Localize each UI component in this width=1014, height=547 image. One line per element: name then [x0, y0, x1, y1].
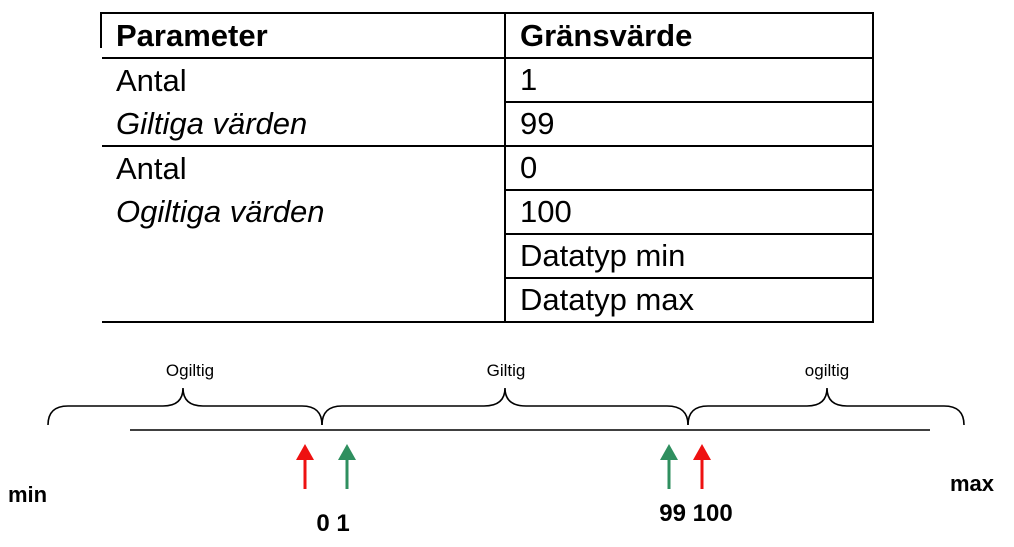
param-invalid: Antal Ogiltiga värden: [100, 145, 506, 323]
table-row: 99: [101, 101, 874, 147]
table-row: Antal Ogiltiga värden 0: [100, 145, 874, 323]
value-cell: Datatyp min: [504, 233, 874, 279]
param-label: Antal: [116, 151, 187, 186]
value-cell: 1: [504, 57, 874, 103]
table-row: 100: [101, 189, 874, 235]
region-label-giltig: Giltig: [487, 361, 526, 380]
arrow-invalid-100: [693, 444, 711, 489]
table-row: Antal Giltiga värden 1: [100, 57, 874, 147]
boundary-value-table: Parameter Gränsvärde Antal Giltiga värde…: [100, 12, 874, 323]
brace-giltig: [321, 387, 689, 426]
max-label: max: [950, 471, 995, 496]
boundary-label-left: 0 1: [316, 510, 349, 537]
region-label-ogiltig-right: ogiltig: [805, 361, 849, 380]
table-row: Datatyp max: [101, 277, 874, 323]
param-label: Antal: [116, 63, 187, 98]
value-cell: 100: [504, 189, 874, 235]
value-cell: 0: [504, 145, 874, 191]
arrow-invalid-0: [296, 444, 314, 489]
param-sublabel: Giltiga värden: [116, 106, 308, 141]
boundary-label-right: 99 100: [659, 500, 732, 527]
min-label: min: [8, 482, 47, 507]
param-valid: Antal Giltiga värden: [100, 57, 506, 147]
value-cell: Datatyp max: [504, 277, 874, 323]
header-limit: Gränsvärde: [504, 12, 874, 59]
brace-ogiltig-left: [47, 387, 323, 426]
header-parameter: Parameter: [100, 12, 506, 59]
table-header-row: Parameter Gränsvärde: [100, 12, 874, 59]
table-left-edge-mask: [99, 48, 102, 324]
brace-ogiltig-right: [687, 387, 965, 426]
arrow-valid-99: [660, 444, 678, 489]
value-cell: 99: [504, 101, 874, 147]
table-row: Datatyp min: [101, 233, 874, 279]
param-sublabel: Ogiltiga värden: [116, 194, 325, 229]
region-label-ogiltig-left: Ogiltig: [166, 361, 214, 380]
arrow-valid-1: [338, 444, 356, 489]
